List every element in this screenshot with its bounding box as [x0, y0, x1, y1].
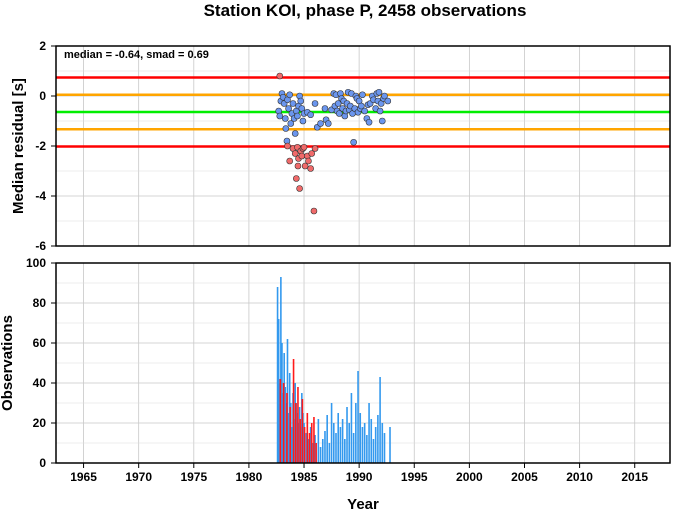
residual-point: [287, 120, 295, 127]
y-tick-label: 0: [39, 456, 46, 470]
x-tick-label: 2005: [511, 470, 538, 484]
y-tick-label: -2: [35, 139, 46, 153]
x-tick-label: 1990: [346, 470, 373, 484]
residual-point: [321, 105, 329, 112]
x-tick-label: 1965: [70, 470, 97, 484]
residual-point: [276, 112, 284, 120]
chart-title: Station KOI, phase P, 2458 observations: [204, 1, 527, 20]
residual-point: [378, 117, 386, 125]
residual-point: [311, 100, 319, 107]
y-tick-label: -6: [35, 239, 46, 253]
observations-plot-frame: [55, 262, 671, 464]
residual-points: [275, 72, 392, 215]
residual-point: [384, 97, 392, 105]
x-axis-label: Year: [347, 496, 379, 511]
residual-point: [307, 111, 314, 119]
residual-point: [293, 175, 300, 182]
y-tick-label: 100: [26, 256, 46, 270]
x-tick-label: 1985: [291, 470, 318, 484]
residual-point: [334, 100, 342, 107]
x-tick-label: 2010: [566, 470, 593, 484]
y-tick-label: 40: [33, 376, 47, 390]
residual-point: [286, 91, 293, 99]
residual-point: [365, 118, 373, 126]
residual-point: [317, 120, 324, 127]
residual-y-axis-label: Median residual [s]: [10, 78, 27, 214]
residual-point: [281, 115, 289, 122]
observations-panel: 100 80 60 40 20 0 1965 1970 1975 1980 1985 1990 199…: [0, 256, 671, 511]
residual-point: [350, 138, 357, 146]
observations-y-axis-label: Observations: [0, 315, 16, 411]
residual-point: [311, 145, 319, 152]
residual-point: [297, 97, 305, 105]
residual-point: [289, 100, 297, 107]
residual-point: [284, 142, 291, 150]
residual-point: [376, 107, 384, 115]
x-tick-label: 1970: [125, 470, 152, 484]
residual-point: [359, 91, 366, 99]
residual-point: [296, 185, 303, 192]
x-tick-label: 1980: [236, 470, 263, 484]
residual-point: [286, 157, 293, 165]
residual-point: [291, 150, 299, 157]
residual-point: [291, 130, 299, 137]
residual-panel: 2 0 -2 -4 -6 median = -0.64, smad = 0.69 Med…: [10, 39, 671, 253]
residual-point: [310, 207, 318, 215]
x-tick-label: 2015: [621, 470, 648, 484]
year-x-ticks: 1965 1970 1975 1980 1985 1990 1995 2000 2005 2010…: [70, 463, 648, 484]
y-tick-label: 2: [39, 39, 46, 53]
residual-point: [300, 143, 308, 151]
residual-point: [335, 110, 343, 117]
residual-point: [282, 125, 290, 132]
y-tick-label: 60: [33, 336, 47, 350]
y-tick-label: -4: [35, 189, 46, 203]
residual-point: [298, 152, 306, 160]
observations-y-ticks: 100 80 60 40 20 0: [26, 256, 56, 470]
residual-point: [307, 165, 314, 172]
residual-point: [375, 88, 383, 96]
x-tick-label: 1975: [180, 470, 207, 484]
residual-point: [381, 92, 388, 100]
y-tick-label: 0: [39, 89, 46, 103]
residual-point: [299, 117, 307, 125]
x-tick-label: 1995: [401, 470, 428, 484]
x-tick-label: 2000: [456, 470, 483, 484]
observation-bars: [276, 277, 391, 463]
y-tick-label: 20: [33, 416, 47, 430]
residual-point: [358, 102, 365, 110]
residual-point: [301, 162, 309, 170]
residual-point: [308, 150, 316, 157]
residual-point: [294, 112, 301, 120]
residual-point: [276, 72, 284, 80]
y-tick-label: 80: [33, 296, 47, 310]
residual-point: [361, 107, 368, 115]
residual-point: [324, 120, 332, 127]
stats-annotation: median = -0.64, smad = 0.69: [64, 49, 209, 61]
residual-point: [305, 157, 312, 165]
residual-point: [285, 105, 292, 112]
residual-point: [294, 162, 302, 170]
residual-y-ticks: 2 0 -2 -4 -6: [35, 39, 56, 253]
